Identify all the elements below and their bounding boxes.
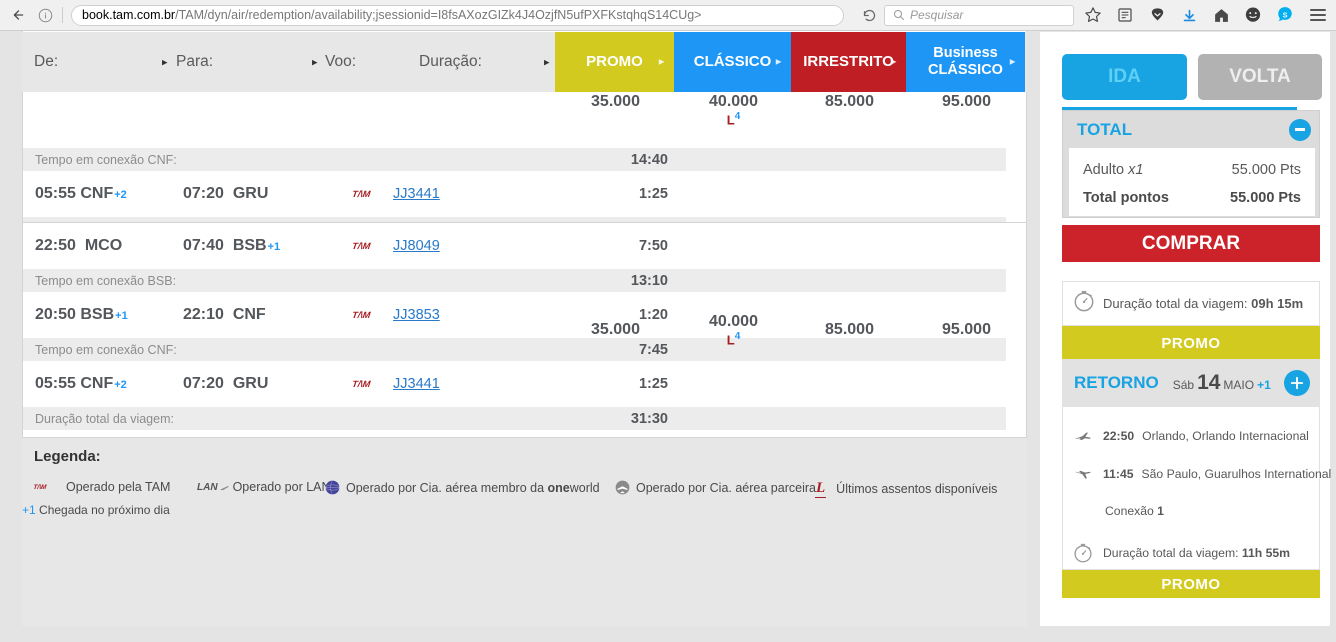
svg-text:T/\M: T/\M: [353, 310, 371, 320]
svg-text:T/\M: T/\M: [353, 189, 371, 199]
svg-text:T/\M: T/\M: [34, 484, 47, 491]
svg-text:T/\M: T/\M: [353, 241, 371, 251]
svg-text:T/\M: T/\M: [353, 379, 371, 389]
svg-text:S: S: [1283, 10, 1288, 19]
